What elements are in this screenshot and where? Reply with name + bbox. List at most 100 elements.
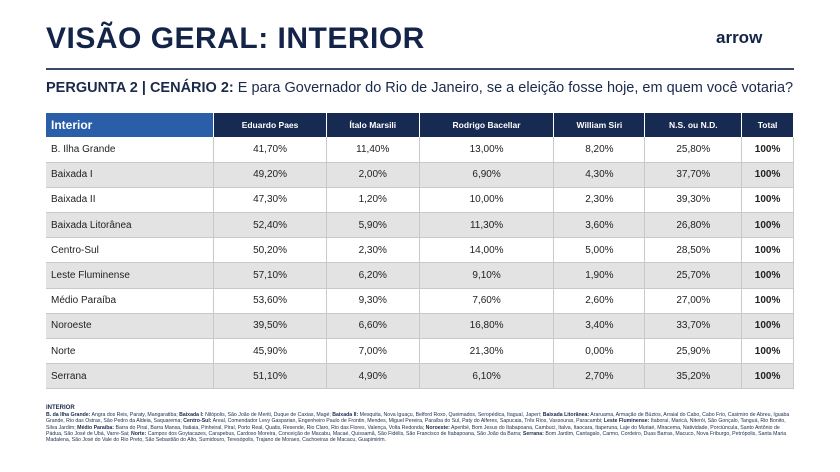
value-cell: 100% bbox=[741, 288, 794, 314]
footnote-cities: Bom Jardim, Cantagalo, Carmo, Cordeiro, … bbox=[46, 430, 787, 444]
value-cell: 7,60% bbox=[419, 288, 555, 314]
table-row: Baixada I 49,20% 2,00% 6,90% 4,30% 37,70% 100% bbox=[46, 162, 794, 188]
question: PERGUNTA 2 | CENÁRIO 2: E para Governado… bbox=[46, 80, 793, 96]
footnote-cities: Areal, Comendador Levy Gasparian, Engenh… bbox=[211, 418, 604, 425]
region-cell: Médio Paraíba bbox=[46, 288, 215, 314]
value-cell: 27,00% bbox=[644, 288, 743, 314]
value-cell: 50,20% bbox=[213, 237, 327, 264]
region-cell: Noroeste bbox=[46, 313, 215, 340]
value-cell: 6,10% bbox=[419, 363, 555, 390]
footnote-region: Noroeste: bbox=[425, 424, 450, 431]
question-label: PERGUNTA 2 | CENÁRIO 2: bbox=[46, 80, 234, 96]
region-cell: Baixada II bbox=[46, 187, 215, 214]
footnote-region: Baixada II: bbox=[332, 412, 359, 419]
value-cell: 5,00% bbox=[553, 237, 646, 264]
value-cell: 11,40% bbox=[326, 137, 420, 163]
value-cell: 28,50% bbox=[644, 237, 743, 264]
value-cell: 100% bbox=[741, 363, 794, 390]
region-cell: B. Ilha Grande bbox=[46, 137, 215, 163]
footnote-heading: INTERIOR bbox=[46, 405, 75, 411]
value-cell: 25,80% bbox=[644, 137, 743, 163]
value-cell: 7,00% bbox=[326, 338, 420, 365]
region-cell: Serrana bbox=[46, 363, 215, 390]
value-cell: 100% bbox=[741, 187, 794, 214]
table-row: Serrana 51,10% 4,90% 6,10% 2,70% 35,20% 100% bbox=[46, 363, 794, 390]
column-header: William Siri bbox=[553, 113, 646, 137]
region-cell: Centro-Sul bbox=[46, 237, 215, 264]
value-cell: 6,20% bbox=[326, 262, 420, 289]
footnote-region: Baixada I: bbox=[179, 412, 204, 419]
table-row: Leste Fluminense 57,10% 6,20% 9,10% 1,90% 25,… bbox=[46, 262, 794, 289]
value-cell: 100% bbox=[741, 212, 794, 239]
value-cell: 8,20% bbox=[553, 137, 646, 163]
footnote-region: Leste Fluminense: bbox=[603, 418, 650, 425]
value-cell: 2,30% bbox=[553, 187, 646, 214]
value-cell: 26,80% bbox=[644, 212, 743, 239]
table-row: Baixada II 47,30% 1,20% 10,00% 2,30% 39,30% 10… bbox=[46, 187, 794, 214]
table-row: Noroeste 39,50% 6,60% 16,80% 3,40% 33,70% 100% bbox=[46, 313, 794, 340]
results-table: Interior Eduardo Paes Ítalo Marsili Rodrigo… bbox=[46, 113, 794, 390]
value-cell: 10,00% bbox=[419, 187, 555, 214]
value-cell: 100% bbox=[741, 262, 794, 289]
value-cell: 33,70% bbox=[644, 313, 743, 340]
column-header: Total bbox=[741, 113, 794, 137]
value-cell: 3,60% bbox=[553, 212, 646, 239]
arrow-logo: arrow bbox=[716, 28, 763, 47]
value-cell: 57,10% bbox=[213, 262, 327, 289]
value-cell: 4,30% bbox=[553, 162, 646, 188]
table-header: Interior Eduardo Paes Ítalo Marsili Rodrigo… bbox=[46, 113, 794, 137]
value-cell: 1,20% bbox=[326, 187, 420, 214]
footnote-cities: Campos dos Goytacazes, Carapebus, Cardos… bbox=[146, 430, 523, 437]
value-cell: 9,30% bbox=[326, 288, 420, 314]
value-cell: 16,80% bbox=[419, 313, 555, 340]
table-row: B. Ilha Grande 41,70% 11,40% 13,00% 8,20% 25,… bbox=[46, 137, 794, 163]
value-cell: 11,30% bbox=[419, 212, 555, 239]
value-cell: 6,90% bbox=[419, 162, 555, 188]
value-cell: 14,00% bbox=[419, 237, 555, 264]
footnote-region: B. da Ilha Grande: bbox=[46, 412, 91, 419]
value-cell: 5,90% bbox=[326, 212, 420, 239]
table-row: Baixada Litorânea 52,40% 5,90% 11,30% 3,60% 2… bbox=[46, 212, 794, 239]
value-cell: 41,70% bbox=[213, 137, 327, 163]
column-header: N.S. ou N.D. bbox=[644, 113, 743, 137]
value-cell: 100% bbox=[741, 338, 794, 365]
table-row: Centro-Sul 50,20% 2,30% 14,00% 5,00% 28,50% 10… bbox=[46, 237, 794, 264]
value-cell: 100% bbox=[741, 313, 794, 340]
value-cell: 3,40% bbox=[553, 313, 646, 340]
value-cell: 0,00% bbox=[553, 338, 646, 365]
value-cell: 25,70% bbox=[644, 262, 743, 289]
footnote: INTERIOR B. da Ilha Grande: Angra dos Re… bbox=[46, 405, 794, 443]
value-cell: 100% bbox=[741, 137, 794, 163]
footnote-region: Baixada Litorânea: bbox=[542, 412, 590, 419]
value-cell: 2,60% bbox=[553, 288, 646, 314]
column-header: Ítalo Marsili bbox=[326, 113, 420, 137]
divider bbox=[46, 68, 794, 70]
question-text: E para Governador do Rio de Janeiro, se … bbox=[233, 80, 794, 96]
value-cell: 53,60% bbox=[213, 288, 327, 314]
footnote-cities: Itaboraí, Maricá, Niterói, São Gonçalo, … bbox=[46, 418, 786, 431]
region-cell: Norte bbox=[46, 338, 215, 365]
value-cell: 100% bbox=[741, 162, 794, 188]
footnote-cities: Aperibé, Bom Jesus do Itabapoana, Cambuc… bbox=[46, 424, 780, 437]
value-cell: 45,90% bbox=[213, 338, 327, 365]
region-cell: Baixada I bbox=[46, 162, 215, 188]
value-cell: 1,90% bbox=[553, 262, 646, 289]
footnote-region: Médio Paraíba: bbox=[77, 424, 115, 431]
value-cell: 21,30% bbox=[419, 338, 555, 365]
value-cell: 2,70% bbox=[553, 363, 646, 390]
footnote-text: B. da Ilha Grande: Angra dos Reis, Parat… bbox=[46, 412, 794, 443]
value-cell: 52,40% bbox=[213, 212, 327, 239]
footnote-region: Serrana: bbox=[522, 430, 544, 437]
value-cell: 100% bbox=[741, 237, 794, 264]
value-cell: 39,50% bbox=[213, 313, 327, 340]
footnote-region: Centro-Sul: bbox=[183, 418, 212, 425]
column-header: Rodrigo Bacellar bbox=[419, 113, 555, 137]
value-cell: 13,00% bbox=[419, 137, 555, 163]
footnote-cities: Barra do Piraí, Barra Mansa, Itatiaia, P… bbox=[114, 424, 426, 431]
value-cell: 51,10% bbox=[213, 363, 327, 390]
footnote-cities: Angra dos Reis, Paraty, Mangaratiba; bbox=[90, 412, 180, 419]
region-cell: Leste Fluminense bbox=[46, 262, 215, 289]
table-row: Norte 45,90% 7,00% 21,30% 0,00% 25,90% 100% bbox=[46, 338, 794, 365]
region-cell: Baixada Litorânea bbox=[46, 212, 215, 239]
footnote-region: Norte: bbox=[130, 430, 147, 437]
